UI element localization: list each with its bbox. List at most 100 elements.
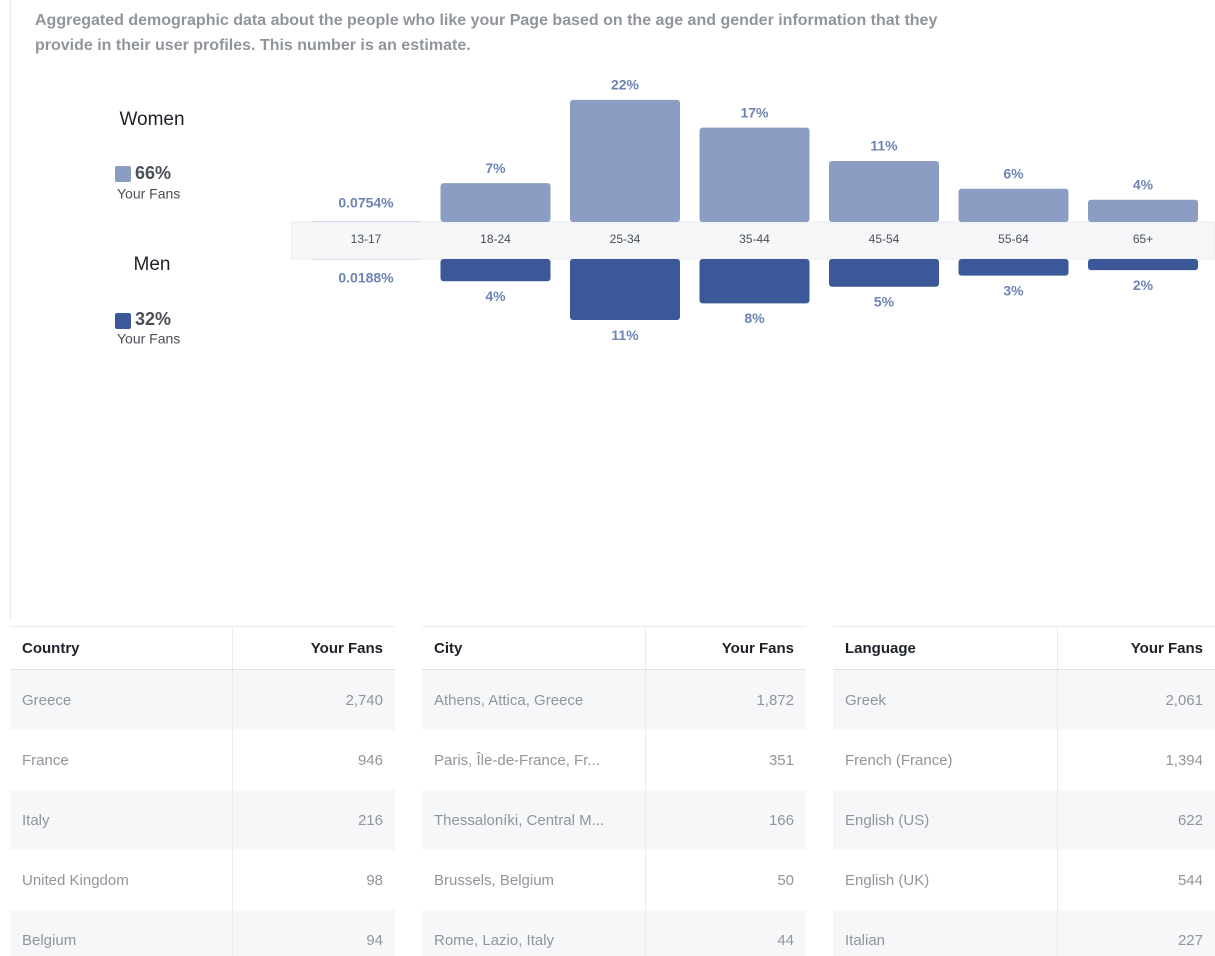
table-row: French (France) 1,394	[833, 730, 1215, 790]
bar	[1088, 259, 1198, 271]
table-row: Brussels, Belgium 50	[422, 850, 806, 910]
value-label: 8%	[744, 310, 765, 326]
value-label: 3%	[1003, 282, 1024, 298]
table-cell: Paris, Île-de-France, Fr...	[422, 730, 646, 790]
header-cell: Your Fans	[310, 639, 383, 657]
table-cell: Greek	[833, 670, 1058, 730]
x-tick-label: 13-17	[351, 232, 382, 246]
bar	[440, 183, 551, 222]
table-cell: 622	[1177, 811, 1203, 829]
table-cell: 216	[357, 811, 383, 829]
table-cell: 1,394	[1165, 751, 1203, 769]
description: Aggregated demographic data about the pe…	[35, 8, 937, 58]
table-cell: Italian	[833, 910, 1058, 956]
header-cell: Country	[10, 627, 233, 669]
header-cell: Your Fans	[721, 639, 794, 657]
legend-share: 32%	[135, 309, 171, 329]
x-tick-label: 18-24	[480, 232, 511, 246]
table-cell: Rome, Lazio, Italy	[422, 910, 646, 956]
x-tick-label: 65+	[1133, 232, 1153, 246]
table-cell: 544	[1177, 871, 1203, 889]
table-cell: France	[10, 730, 233, 790]
table-header: Country Your Fans	[10, 626, 395, 670]
table-header: City Your Fans	[422, 626, 806, 670]
table-row: Athens, Attica, Greece 1,872	[422, 670, 806, 730]
x-tick-label: 35-44	[739, 232, 770, 246]
header-cell: Language	[833, 627, 1058, 669]
value-label: 6%	[1003, 165, 1024, 181]
legend-caption: Your Fans	[117, 186, 180, 202]
table-cell: Belgium	[10, 910, 233, 956]
table-cell: 2,061	[1165, 691, 1203, 709]
table-row: English (US) 622	[833, 790, 1215, 850]
legend-share: 66%	[135, 163, 171, 183]
description-line: Aggregated demographic data about the pe…	[35, 12, 938, 29]
table-cell: 94	[366, 931, 383, 949]
table-row: English (UK) 544	[833, 850, 1215, 910]
value-label: 17%	[740, 104, 769, 120]
table-row: Italy 216	[10, 790, 395, 850]
table-cell: Italy	[10, 790, 233, 850]
bar	[829, 160, 939, 222]
table-cell: Athens, Attica, Greece	[422, 670, 646, 730]
bar	[958, 259, 1069, 276]
table-cell: Greece	[10, 670, 233, 730]
table-row: France 946	[10, 730, 395, 790]
table: Country Your Fans Greece 2,740 France 946 Ital…	[10, 626, 395, 956]
table-cell: 2,740	[345, 691, 383, 709]
value-label: 0.0188%	[338, 270, 394, 286]
value-label: 2%	[1133, 277, 1154, 293]
table-cell: 946	[357, 751, 383, 769]
bar	[1088, 199, 1198, 222]
bar	[570, 259, 680, 321]
table-row: Thessaloníki, Central M... 166	[422, 790, 806, 850]
table-row: United Kingdom 98	[10, 850, 395, 910]
table-cell: Brussels, Belgium	[422, 850, 646, 910]
legend-caption: Your Fans	[117, 331, 180, 347]
table-cell: French (France)	[833, 730, 1058, 790]
table-cell: 98	[366, 871, 383, 889]
table-cell: English (UK)	[833, 850, 1058, 910]
value-label: 11%	[870, 138, 898, 154]
value-label: 0.0754%	[338, 195, 394, 211]
legend-name: Men	[134, 254, 171, 275]
chart: Women 66% Your Fans Men 32% Your Fans 13…	[10, 0, 1215, 620]
table-cell: 351	[768, 751, 794, 769]
value-label: 7%	[485, 160, 506, 176]
table-row: Belgium 94	[10, 910, 395, 956]
x-tick-label: 55-64	[998, 232, 1029, 246]
table-row: Paris, Île-de-France, Fr... 351	[422, 730, 806, 790]
table-row: Greece 2,740	[10, 670, 395, 730]
bar	[570, 99, 680, 222]
table: Language Your Fans Greek 2,061 French (Franc…	[833, 626, 1215, 956]
table-row: Greek 2,061	[833, 670, 1215, 730]
category-strip	[291, 221, 1215, 260]
bar	[440, 259, 551, 282]
table-cell: 227	[1177, 931, 1203, 949]
value-label: 22%	[611, 77, 640, 93]
legend-swatch	[115, 166, 131, 182]
table-cell: United Kingdom	[10, 850, 233, 910]
description-line: provide in their user profiles. This num…	[35, 37, 471, 54]
table-cell: 50	[777, 871, 794, 889]
table: City Your Fans Athens, Attica, Greece 1,872…	[422, 626, 806, 956]
header-cell: Your Fans	[1130, 639, 1203, 657]
table-row: Italian 227	[833, 910, 1215, 956]
bar	[958, 188, 1069, 222]
table-cell: 1,872	[756, 691, 794, 709]
bar	[699, 259, 810, 304]
table-cell: 44	[777, 931, 794, 949]
legend-swatch	[115, 313, 131, 329]
bar	[699, 127, 810, 222]
table-cell: Thessaloníki, Central M...	[422, 790, 646, 850]
value-label: 4%	[1133, 177, 1154, 193]
value-label: 4%	[485, 288, 506, 304]
header-cell: City	[422, 627, 646, 669]
table-cell: English (US)	[833, 790, 1058, 850]
table-header: Language Your Fans	[833, 626, 1215, 670]
legend-name: Women	[119, 109, 184, 130]
table-cell: 166	[768, 811, 794, 829]
bar	[829, 259, 939, 287]
value-label: 5%	[874, 293, 895, 309]
